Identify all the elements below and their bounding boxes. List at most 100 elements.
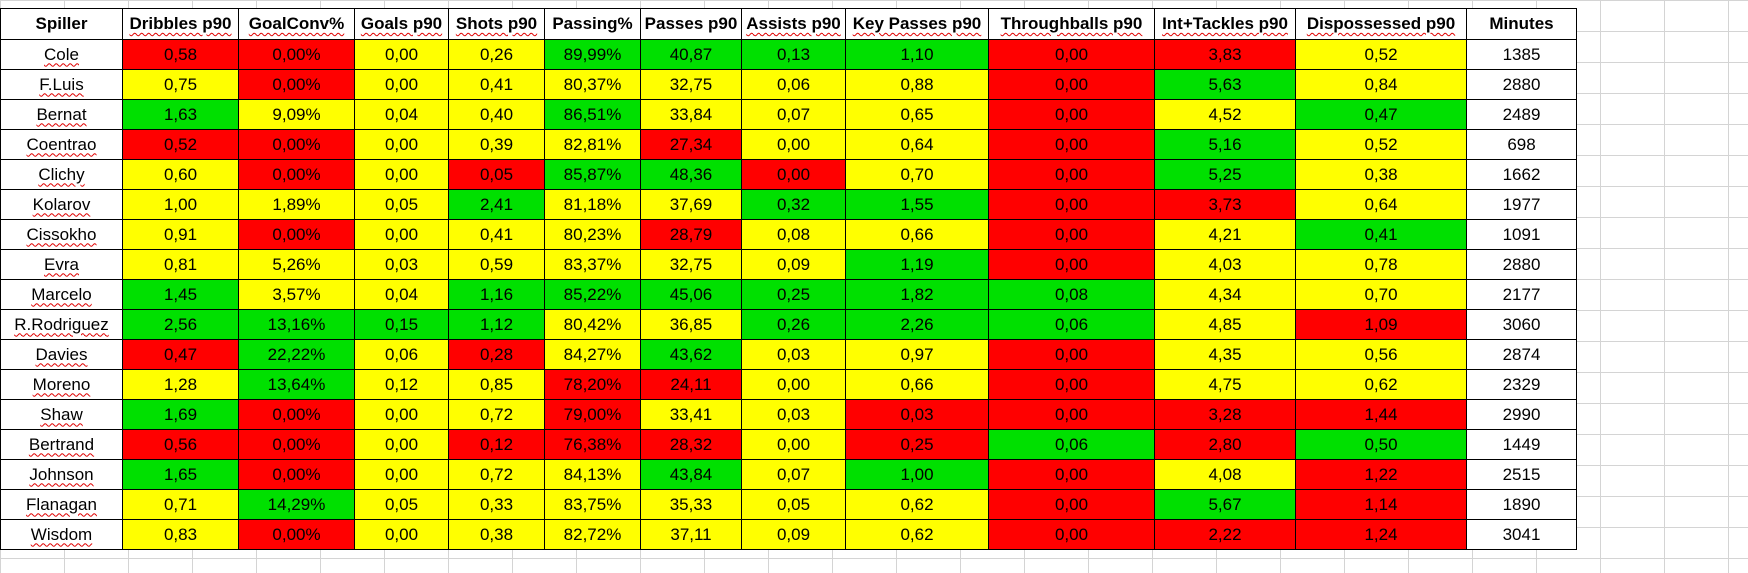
table-row: Cole 0,58 0,00% 0,00 0,26 89,99% 40,87 0,13 1,10…: [0, 39, 1577, 70]
stat-cell: 0,00: [354, 159, 449, 190]
player-name: Cissokho: [26, 224, 97, 244]
stat-cell: 0,09: [741, 249, 846, 280]
stat-cell: 79,00%: [544, 399, 641, 430]
stat-cell: 0,00: [354, 429, 449, 460]
column-header-label: Passing%: [552, 14, 633, 33]
stat-cell: 0,00: [988, 399, 1155, 430]
stat-cell: 0,05: [448, 159, 545, 190]
stat-cell: 0,07: [741, 99, 846, 130]
stat-cell: 0,03: [741, 399, 846, 430]
stat-cell: 4,85: [1154, 309, 1296, 340]
stat-cell: 82,81%: [544, 129, 641, 160]
stat-cell: 1,16: [448, 279, 545, 310]
stat-cell: 1890: [1466, 489, 1577, 520]
stat-cell: 45,06: [640, 279, 742, 310]
stat-cell: 1,00: [122, 189, 239, 220]
stat-cell: 0,00: [988, 249, 1155, 280]
stat-cell: 80,23%: [544, 219, 641, 250]
stat-cell: 0,00: [741, 369, 846, 400]
stat-cell: 5,63: [1154, 69, 1296, 100]
column-header: Passes p90: [640, 8, 742, 40]
stat-cell: 1,63: [122, 99, 239, 130]
table-row: Marcelo 1,45 3,57% 0,04 1,16 85,22% 45,06 0,25 1…: [0, 279, 1577, 310]
stat-cell: 0,00: [741, 129, 846, 160]
stat-cell: 0,00: [988, 69, 1155, 100]
stat-cell: 0,00: [741, 159, 846, 190]
stat-cell: 4,52: [1154, 99, 1296, 130]
stat-cell: 85,87%: [544, 159, 641, 190]
player-name: Evra: [44, 254, 79, 274]
table-row: Davies 0,47 22,22% 0,06 0,28 84,27% 43,62 0,03 0…: [0, 339, 1577, 370]
stat-cell: 0,58: [122, 39, 239, 70]
player-name-cell: Clichy: [0, 159, 123, 190]
column-header: Key Passes p90: [845, 8, 989, 40]
stat-cell: 0,00: [988, 519, 1155, 550]
column-header: Dispossessed p90: [1295, 8, 1467, 40]
column-header-label: Dribbles p90: [129, 14, 232, 33]
stat-cell: 22,22%: [238, 339, 355, 370]
table-row: Wisdom 0,83 0,00% 0,00 0,38 82,72% 37,11 0,09 0,…: [0, 519, 1577, 550]
stat-cell: 0,83: [122, 519, 239, 550]
stat-cell: 0,00: [988, 189, 1155, 220]
stat-cell: 0,00%: [238, 39, 355, 70]
stat-cell: 0,72: [448, 459, 545, 490]
stat-cell: 0,12: [448, 429, 545, 460]
stat-cell: 78,20%: [544, 369, 641, 400]
stat-cell: 2489: [1466, 99, 1577, 130]
stat-cell: 1385: [1466, 39, 1577, 70]
stat-cell: 0,00%: [238, 69, 355, 100]
column-header: GoalConv%: [238, 8, 355, 40]
stat-cell: 80,42%: [544, 309, 641, 340]
stat-cell: 40,87: [640, 39, 742, 70]
stat-cell: 0,50: [1295, 429, 1467, 460]
column-header-label: Minutes: [1489, 14, 1554, 33]
stat-cell: 0,00: [354, 399, 449, 430]
column-header: Passing%: [544, 8, 641, 40]
stat-cell: 0,08: [741, 219, 846, 250]
stat-cell: 2,56: [122, 309, 239, 340]
column-header: Goals p90: [354, 8, 449, 40]
player-name-cell: Flanagan: [0, 489, 123, 520]
stat-cell: 0,00%: [238, 399, 355, 430]
stat-cell: 83,37%: [544, 249, 641, 280]
stat-cell: 0,03: [354, 249, 449, 280]
stat-cell: 0,09: [741, 519, 846, 550]
stat-cell: 0,41: [448, 219, 545, 250]
stat-cell: 4,08: [1154, 459, 1296, 490]
stat-cell: 0,00: [988, 219, 1155, 250]
player-name: Johnson: [29, 464, 94, 484]
table-body: Cole 0,58 0,00% 0,00 0,26 89,99% 40,87 0,13 1,10…: [0, 39, 1577, 550]
stat-cell: 0,00: [988, 129, 1155, 160]
stat-cell: 0,04: [354, 99, 449, 130]
stat-cell: 1,22: [1295, 459, 1467, 490]
column-header: Dribbles p90: [122, 8, 239, 40]
stat-cell: 0,00: [354, 69, 449, 100]
column-header-label: Int+Tackles p90: [1162, 14, 1288, 33]
player-name: F.Luis: [39, 74, 84, 94]
table-row: Coentrao 0,52 0,00% 0,00 0,39 82,81% 27,34 0,00…: [0, 129, 1577, 160]
column-header: Shots p90: [448, 8, 545, 40]
stat-cell: 48,36: [640, 159, 742, 190]
stat-cell: 0,66: [845, 219, 989, 250]
stat-cell: 0,00%: [238, 429, 355, 460]
stat-cell: 1,65: [122, 459, 239, 490]
stat-cell: 0,71: [122, 489, 239, 520]
stat-cell: 80,37%: [544, 69, 641, 100]
column-header: Minutes: [1466, 8, 1577, 40]
stat-cell: 2880: [1466, 249, 1577, 280]
column-header-label: Passes p90: [644, 14, 738, 33]
stat-cell: 4,35: [1154, 339, 1296, 370]
stat-cell: 37,11: [640, 519, 742, 550]
stat-cell: 0,07: [741, 459, 846, 490]
stat-cell: 0,32: [741, 189, 846, 220]
stat-cell: 13,64%: [238, 369, 355, 400]
stat-cell: 0,38: [1295, 159, 1467, 190]
stat-cell: 0,40: [448, 99, 545, 130]
stat-cell: 1091: [1466, 219, 1577, 250]
stat-cell: 3060: [1466, 309, 1577, 340]
player-name-cell: Shaw: [0, 399, 123, 430]
column-header-label: Throughballs p90: [1000, 14, 1143, 33]
stat-cell: 0,00: [988, 159, 1155, 190]
player-name: Clichy: [38, 164, 85, 184]
